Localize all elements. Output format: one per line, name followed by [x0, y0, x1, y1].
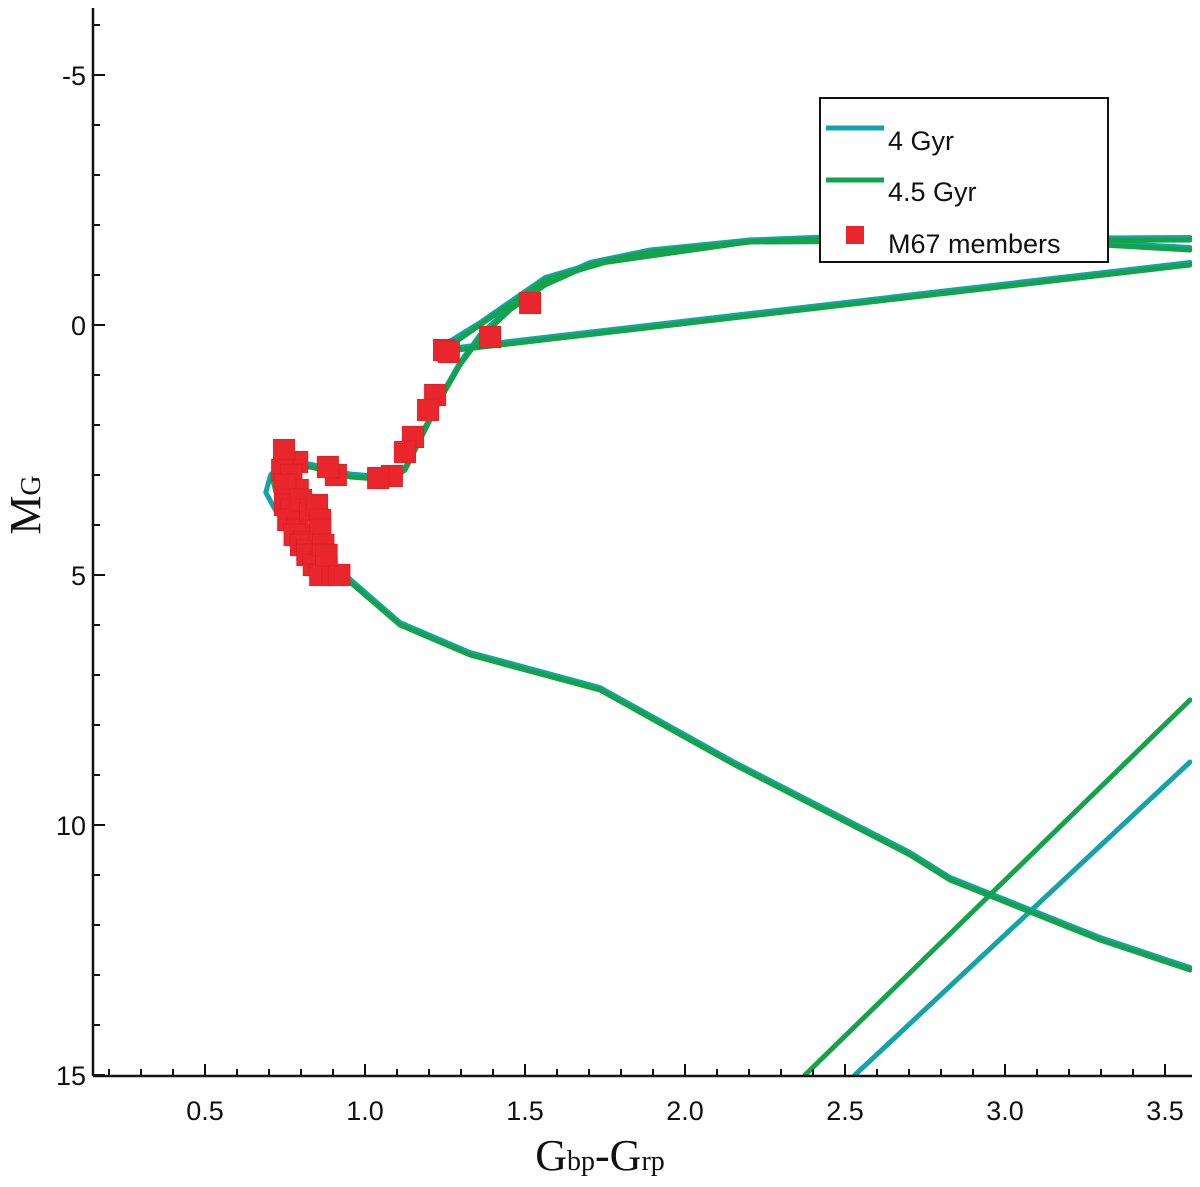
m67-member-point [327, 563, 351, 587]
x-tick-label: 3.0 [986, 1096, 1024, 1126]
x-tick-label: 1.0 [346, 1096, 384, 1126]
m67-member-point [316, 455, 340, 479]
isochrone-line-4-5-gyr-2 [445, 262, 1192, 354]
legend-label-4-5gyr: 4.5 Gyr [888, 177, 977, 207]
x-tick-label: 2.0 [666, 1096, 704, 1126]
y-tick-label: 5 [71, 561, 86, 591]
m67-members-points [270, 291, 542, 587]
x-tick-label: 3.5 [1146, 1096, 1184, 1126]
isochrone-line-4-5-gyr-3 [802, 697, 1192, 1076]
legend-label-4gyr: 4 Gyr [888, 126, 954, 156]
legend-label-m67: M67 members [888, 229, 1061, 259]
m67-member-point [393, 440, 417, 464]
x-tick-label: 1.5 [506, 1096, 544, 1126]
y-tick-label: 10 [56, 811, 86, 841]
legend-swatch-m67 [846, 226, 864, 244]
x-tick-label: 2.5 [826, 1096, 864, 1126]
isochrone-curves [263, 233, 1192, 1076]
m67-member-point [437, 340, 461, 364]
legend: 4 Gyr 4.5 Gyr M67 members [819, 97, 1109, 263]
ticks: 0.5 1.0 1.5 2.0 2.5 3.0 3.5 -5 0 5 10 15 [56, 24, 1184, 1126]
m67-member-point [518, 291, 542, 315]
x-tick-label: 0.5 [186, 1096, 224, 1126]
isochrone-line-4-5-gyr-0 [270, 235, 1192, 973]
m67-member-point [478, 325, 502, 349]
axes [91, 8, 1192, 1078]
y-tick-label: 0 [71, 311, 86, 341]
m67-member-point [366, 466, 390, 490]
m67-member-point [315, 543, 339, 567]
m67-member-point [416, 398, 440, 422]
m67-member-point [272, 438, 296, 462]
x-axis-title: Gbp-Grp [535, 1131, 665, 1180]
y-tick-label: 15 [56, 1061, 86, 1091]
isochrone-line-4-gyr-3 [852, 759, 1192, 1076]
isochrone-line-4-gyr-0 [263, 233, 1192, 970]
y-axis-title: MG [1, 475, 50, 534]
y-tick-label: -5 [62, 61, 86, 91]
